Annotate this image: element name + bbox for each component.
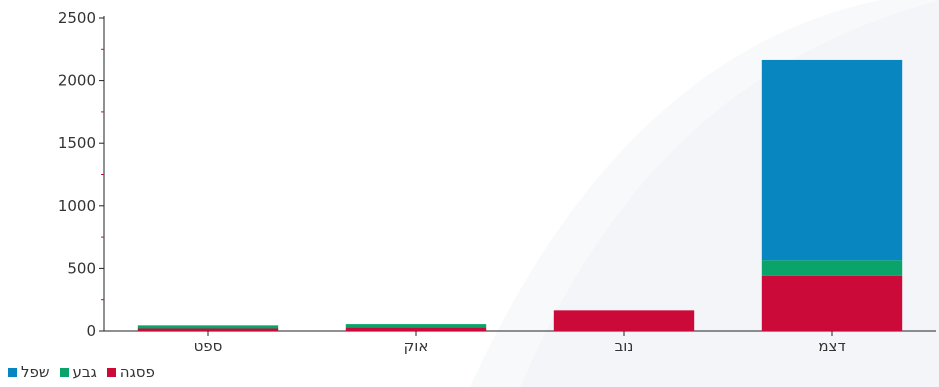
legend-item[interactable]: שפל [8,363,50,381]
bar-segment[interactable] [761,275,903,331]
legend-swatch-icon [8,367,17,377]
legend-item[interactable]: פסגה [106,363,155,381]
bars [137,59,903,331]
x-axis: ספט אוק נוב דצמ [104,330,936,355]
bar-segment[interactable] [553,310,695,331]
x-tick-label: נוב [615,337,634,355]
y-tick-label: 2000 [58,72,96,90]
legend-item[interactable]: גבע [59,363,97,381]
legend: פסגה גבע שפל [8,361,155,383]
y-tick-label: 1500 [58,134,96,152]
y-tick-label: 2500 [58,9,96,27]
legend-label: גבע [72,363,97,381]
legend-swatch-icon [59,367,69,377]
y-tick-label: 1000 [58,197,96,215]
bar-segment[interactable] [345,324,487,328]
bar-segment[interactable] [761,59,903,261]
x-tick-label: ספט [194,337,223,355]
x-tick-label: דצמ [818,337,845,355]
bar-segment[interactable] [137,325,279,329]
x-tick-label: אוק [404,337,429,355]
bar-segment[interactable] [761,260,903,276]
legend-swatch-icon [106,367,116,377]
legend-label: שפל [21,363,50,381]
bar-segment[interactable] [345,327,487,331]
y-tick-label: 500 [67,259,96,277]
bar-segment[interactable] [137,328,279,331]
y-tick-label: 0 [86,322,96,340]
legend-label: פסגה [119,363,155,381]
y-axis: 0 500 1000 1500 2000 2500 [58,9,105,340]
